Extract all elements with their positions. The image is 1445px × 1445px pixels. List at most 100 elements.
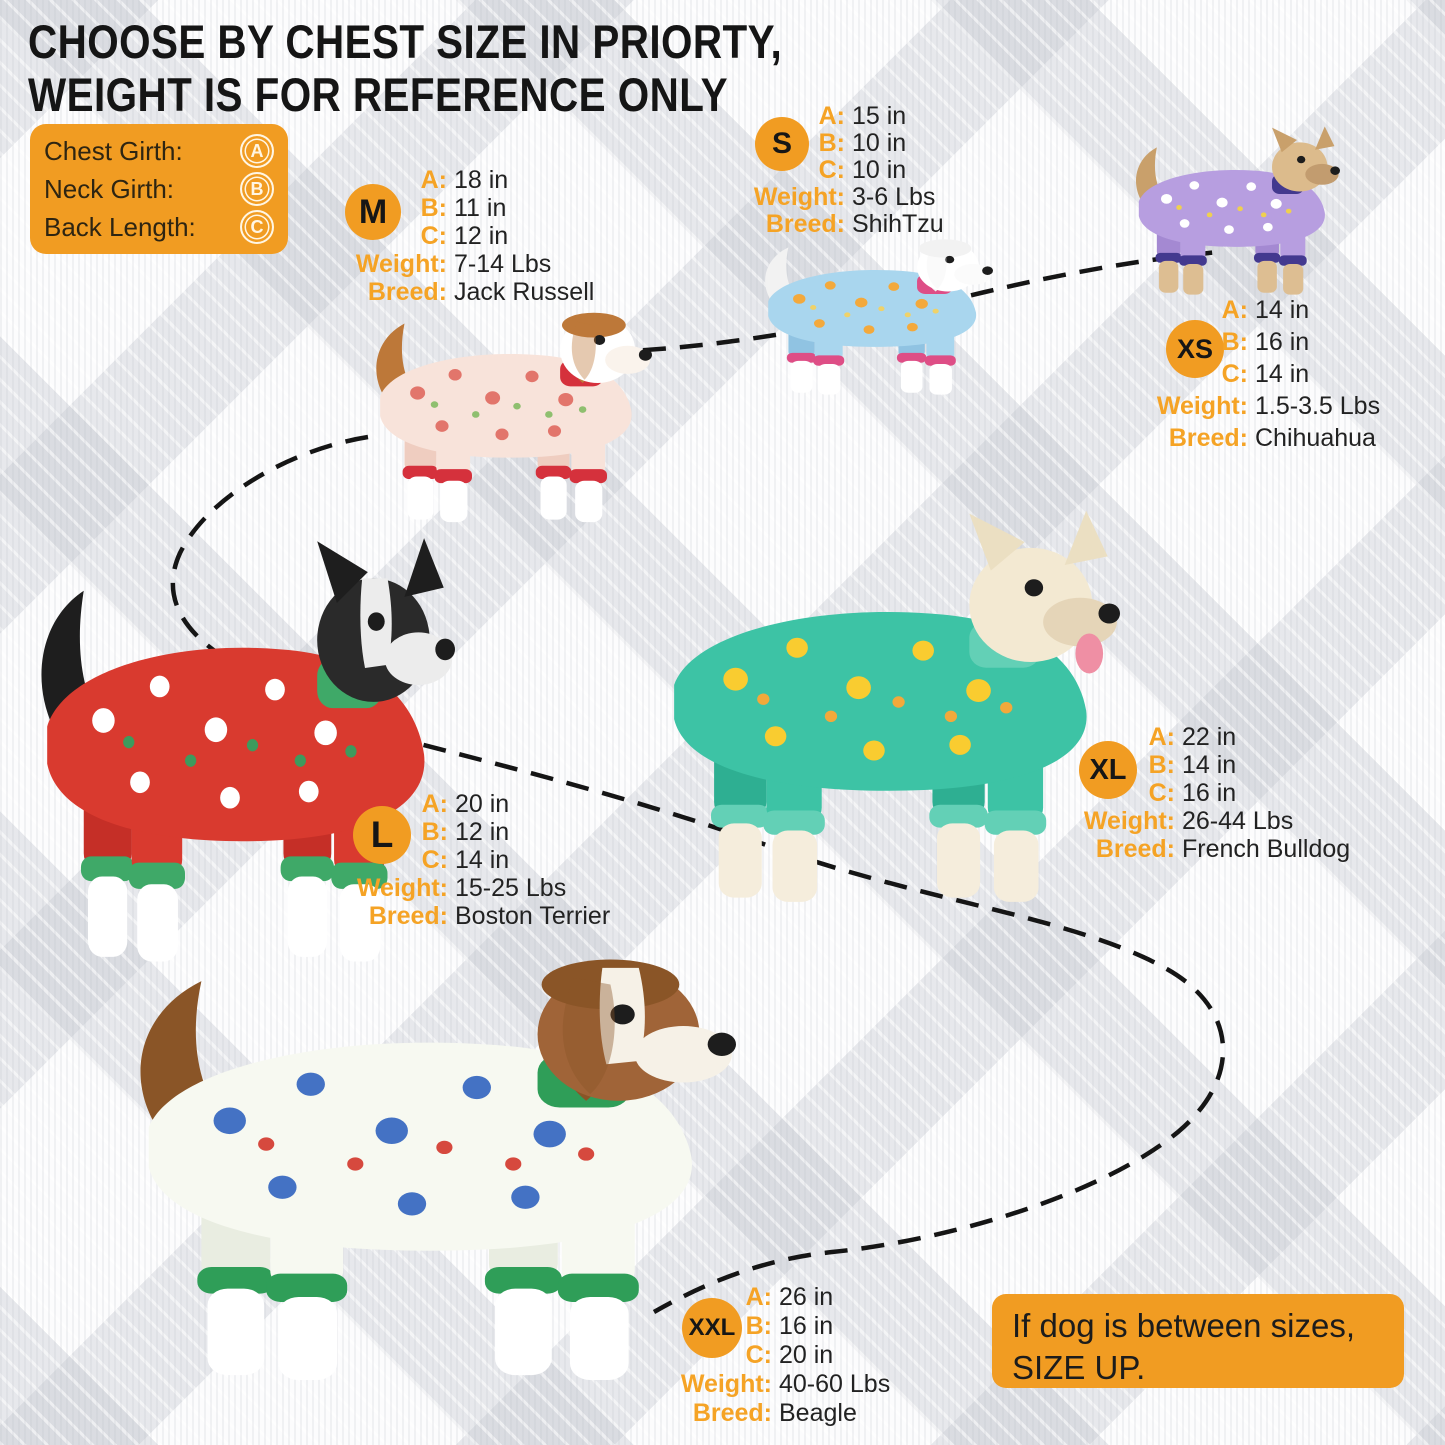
dog-photo-m-jack-russell bbox=[352, 292, 652, 532]
dog-part bbox=[793, 281, 939, 334]
dog-part bbox=[1216, 197, 1228, 208]
dog-part bbox=[1285, 208, 1292, 214]
row-breed: Breed: Jack Russell bbox=[342, 278, 595, 306]
weight-value: 7-14 Lbs bbox=[454, 250, 552, 278]
dog-part bbox=[918, 239, 972, 258]
breed-value: Boston Terrier bbox=[455, 902, 611, 930]
breed-value: ShihTzu bbox=[852, 210, 944, 238]
measure-label-c: C: bbox=[420, 222, 447, 250]
size-rows-xl: A: 22 in B: 14 in C: 16 in Weight: 26-44 Lbs… bbox=[1070, 723, 1350, 863]
dog-part bbox=[410, 368, 587, 441]
dog-part bbox=[287, 876, 328, 957]
measure-value-c: 14 in bbox=[455, 846, 510, 874]
dog-part bbox=[1315, 126, 1335, 150]
dog-part bbox=[900, 360, 923, 393]
breed-value: Jack Russell bbox=[454, 278, 595, 306]
weight-label: Weight: bbox=[355, 250, 447, 278]
dog-part bbox=[929, 804, 988, 828]
dog-part bbox=[824, 281, 836, 290]
row-back: C: 12 in bbox=[342, 222, 594, 250]
size-badge-xl: XL bbox=[1079, 741, 1137, 799]
dog-part bbox=[185, 754, 197, 767]
dog-part bbox=[904, 312, 911, 318]
row-back: C: 10 in bbox=[740, 156, 944, 184]
dog-part bbox=[204, 717, 228, 743]
measure-label-a: A: bbox=[745, 1283, 772, 1311]
row-weight: Weight: 1.5-3.5 Lbs bbox=[1143, 392, 1380, 424]
dog-photo-s-shihtzu bbox=[745, 224, 993, 402]
dog-part bbox=[1246, 182, 1257, 191]
measure-value-b: 10 in bbox=[852, 129, 907, 157]
dog-part bbox=[213, 1072, 595, 1216]
dog-part bbox=[924, 355, 956, 366]
dog-part bbox=[331, 862, 388, 889]
dog-part bbox=[1224, 225, 1234, 234]
dog-part bbox=[525, 370, 539, 383]
weight-label: Weight: bbox=[753, 183, 845, 211]
row-breed: Breed: Beagle bbox=[667, 1399, 890, 1428]
dog-part bbox=[1296, 155, 1306, 164]
row-chest: A: 26 in bbox=[667, 1283, 890, 1312]
dog-part bbox=[896, 352, 927, 363]
dog-part bbox=[128, 862, 185, 889]
dog-part bbox=[1064, 510, 1108, 565]
measure-value-b: 11 in bbox=[454, 194, 507, 222]
dog-part bbox=[547, 425, 562, 437]
row-chest: A: 15 in bbox=[740, 102, 944, 130]
dog-part bbox=[1176, 205, 1182, 210]
size-badge-xxl: XXL bbox=[682, 1298, 742, 1358]
dog-part bbox=[969, 510, 1120, 674]
row-neck: B: 11 in bbox=[342, 194, 594, 222]
dog-part bbox=[954, 263, 992, 285]
dog-part bbox=[560, 312, 652, 384]
flow-line-l-to-xxl bbox=[351, 723, 1226, 1314]
dog-part bbox=[375, 1117, 408, 1145]
dog-part bbox=[404, 538, 444, 597]
measure-label-b: B: bbox=[421, 818, 448, 846]
measure-value-c: 16 in bbox=[1182, 779, 1237, 807]
dog-part bbox=[912, 640, 934, 661]
dog-part bbox=[1283, 263, 1304, 295]
row-back: C: 16 in bbox=[1070, 779, 1350, 807]
dog-part bbox=[511, 1185, 540, 1209]
dog-part bbox=[1183, 263, 1204, 295]
dog-part bbox=[562, 312, 626, 338]
dog-part bbox=[407, 476, 434, 520]
dog-part bbox=[533, 1120, 566, 1148]
dog-part bbox=[558, 392, 574, 407]
dog-part bbox=[1262, 222, 1273, 232]
measure-label-c: C: bbox=[421, 846, 448, 874]
weight-value: 26-44 Lbs bbox=[1182, 807, 1294, 835]
row-breed: Breed: ShihTzu bbox=[740, 210, 944, 238]
measure-value-b: 12 in bbox=[455, 818, 510, 846]
dog-part bbox=[793, 293, 806, 304]
measure-value-a: 14 in bbox=[1255, 296, 1310, 324]
dog-part bbox=[949, 734, 971, 755]
measure-value-a: 20 in bbox=[455, 790, 510, 818]
dog-part bbox=[926, 246, 947, 290]
dog-photo-l-boston-terrier bbox=[5, 532, 455, 980]
measure-label-b: B: bbox=[1148, 751, 1175, 779]
measure-value-b: 14 in bbox=[1182, 751, 1237, 779]
dog-part bbox=[430, 401, 439, 408]
row-chest: A: 18 in bbox=[342, 166, 594, 194]
weight-label: Weight: bbox=[356, 874, 448, 902]
row-back: C: 14 in bbox=[1143, 360, 1380, 392]
dog-part bbox=[130, 771, 150, 794]
legend-label-neck: Neck Girth: bbox=[44, 173, 175, 204]
dog-part bbox=[258, 1137, 275, 1151]
dog-part bbox=[993, 830, 1039, 902]
dog-part bbox=[723, 667, 748, 691]
dog-part bbox=[855, 297, 868, 308]
dog-part bbox=[545, 411, 553, 418]
dog-photo-xs-chihuahua bbox=[1118, 124, 1340, 302]
row-neck: B: 14 in bbox=[1070, 751, 1350, 779]
weight-value: 15-25 Lbs bbox=[455, 874, 567, 902]
dog-part bbox=[1161, 181, 1292, 234]
dog-part bbox=[578, 1147, 595, 1161]
dog-part bbox=[537, 959, 736, 1101]
row-breed: Breed: Chihuahua bbox=[1143, 424, 1380, 456]
measure-label-c: C: bbox=[1148, 779, 1175, 807]
dog-illustration-m-icon bbox=[376, 312, 652, 523]
